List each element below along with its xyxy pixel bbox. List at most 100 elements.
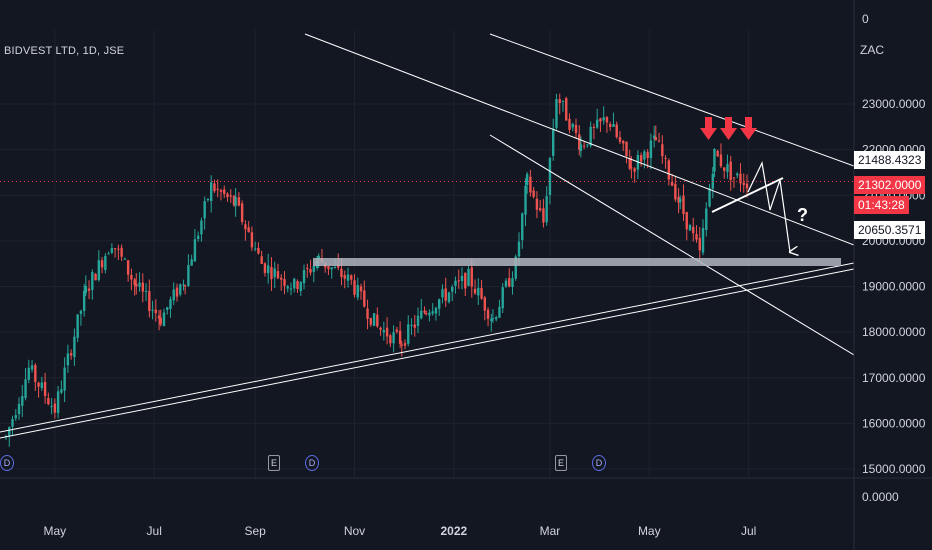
candle-down xyxy=(657,140,661,142)
candle-up xyxy=(561,100,565,102)
red-arrow-1 xyxy=(700,117,717,140)
candle-up xyxy=(555,99,558,128)
candle-down xyxy=(565,98,568,121)
candle-down xyxy=(667,160,671,180)
candle-down xyxy=(529,176,532,193)
candle-down xyxy=(639,155,643,162)
candle-up xyxy=(579,144,583,151)
resistance-zone[interactable] xyxy=(313,258,841,266)
candle-down xyxy=(141,282,144,292)
dividend-event-icon[interactable]: D xyxy=(305,455,319,471)
candle-down xyxy=(283,279,286,286)
candle-up xyxy=(8,427,11,437)
candle-up xyxy=(286,286,289,289)
candle-up xyxy=(612,124,615,127)
candle-down xyxy=(359,286,363,292)
symbol-title[interactable]: BIDVEST LTD, 1D, JSE xyxy=(4,45,125,57)
price-tick-label: 19000.0000 xyxy=(862,280,926,294)
time-tick-label: Jul xyxy=(147,524,162,538)
candle-down xyxy=(398,330,402,344)
candle-down xyxy=(685,212,688,230)
candle-up xyxy=(169,299,172,309)
candle-down xyxy=(247,227,250,233)
candle-up xyxy=(736,173,739,176)
candle-down xyxy=(117,248,120,250)
candle-up xyxy=(273,268,276,278)
candle-up xyxy=(438,299,441,309)
candle-up xyxy=(708,188,711,207)
candle-down xyxy=(366,308,369,319)
candle-up xyxy=(162,312,166,327)
candle-down xyxy=(43,381,47,396)
earnings-event-icon[interactable]: E xyxy=(268,455,280,471)
candle-down xyxy=(403,343,407,346)
candle-down xyxy=(157,315,161,319)
projection-path[interactable] xyxy=(747,161,790,252)
candle-down xyxy=(250,232,254,248)
candle-up xyxy=(107,253,110,255)
candle-down xyxy=(729,161,732,181)
candle-down xyxy=(37,382,40,387)
candle-up xyxy=(14,415,17,419)
channel-middle-line[interactable] xyxy=(489,33,854,167)
candle-down xyxy=(457,280,460,282)
candle-down xyxy=(154,309,158,314)
candle-up xyxy=(477,287,480,296)
candle-up xyxy=(299,282,302,292)
candle-down xyxy=(742,182,745,185)
time-tick-label: May xyxy=(638,524,661,538)
candle-down xyxy=(389,335,392,344)
earnings-event-icon[interactable]: E xyxy=(555,455,567,471)
candle-up xyxy=(589,126,592,146)
candle-down xyxy=(423,310,426,313)
channel-upper-line[interactable] xyxy=(304,33,854,246)
support-trendline-1[interactable] xyxy=(0,262,854,433)
candle-down xyxy=(618,137,622,142)
candle-up xyxy=(517,241,521,257)
channel-lower-line[interactable] xyxy=(489,134,854,356)
price-axis[interactable]: 23000.000022000.000021000.000020000.0000… xyxy=(862,97,926,476)
candle-down xyxy=(135,283,138,287)
time-axis[interactable]: May Jul Sep Nov 2022 Mar May Jul xyxy=(44,524,757,538)
candle-down xyxy=(582,145,586,147)
candle-down xyxy=(327,266,330,270)
candle-down xyxy=(276,271,280,279)
candle-up xyxy=(524,185,527,215)
candle-down xyxy=(628,158,631,169)
candle-up xyxy=(138,282,141,287)
candle-up xyxy=(330,267,333,270)
short-trendline[interactable] xyxy=(711,177,784,213)
currency-label: ZAC xyxy=(860,43,884,57)
support-trendline-2[interactable] xyxy=(0,268,854,439)
candle-up xyxy=(501,287,504,309)
grid xyxy=(0,30,854,478)
dividend-event-icon[interactable]: D xyxy=(0,455,14,471)
dividend-event-icon[interactable]: D xyxy=(592,455,606,471)
candle-up xyxy=(498,306,501,318)
candle-down xyxy=(605,117,609,123)
candle-up xyxy=(688,225,692,231)
time-tick-label: Mar xyxy=(540,524,561,538)
candle-up xyxy=(317,255,320,260)
candle-down xyxy=(337,264,340,268)
candle-down xyxy=(646,152,649,158)
candle-down xyxy=(244,224,247,230)
candle-up xyxy=(97,260,101,281)
candle-up xyxy=(179,284,182,295)
candle-down xyxy=(379,327,382,330)
candle-down xyxy=(630,167,633,169)
axis-bottom-value: 0.0000 xyxy=(862,490,899,504)
red-arrows xyxy=(700,117,757,140)
candle-down xyxy=(677,196,680,203)
candle-up xyxy=(253,248,257,250)
candle-down xyxy=(87,288,91,291)
candle-up xyxy=(586,144,589,146)
candle-up xyxy=(91,272,94,290)
candle-up xyxy=(73,336,76,358)
candle-up xyxy=(545,196,548,223)
candle-down xyxy=(183,285,187,287)
candle-up xyxy=(441,289,444,298)
candle-up xyxy=(372,313,376,326)
candle-down xyxy=(237,197,241,206)
